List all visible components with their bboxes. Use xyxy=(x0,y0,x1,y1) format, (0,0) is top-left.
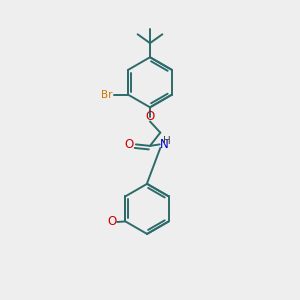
Text: N: N xyxy=(160,138,169,151)
Text: O: O xyxy=(125,138,134,151)
Text: O: O xyxy=(146,110,154,123)
Text: O: O xyxy=(107,215,116,229)
Text: Br: Br xyxy=(100,90,112,100)
Text: H: H xyxy=(163,136,171,146)
